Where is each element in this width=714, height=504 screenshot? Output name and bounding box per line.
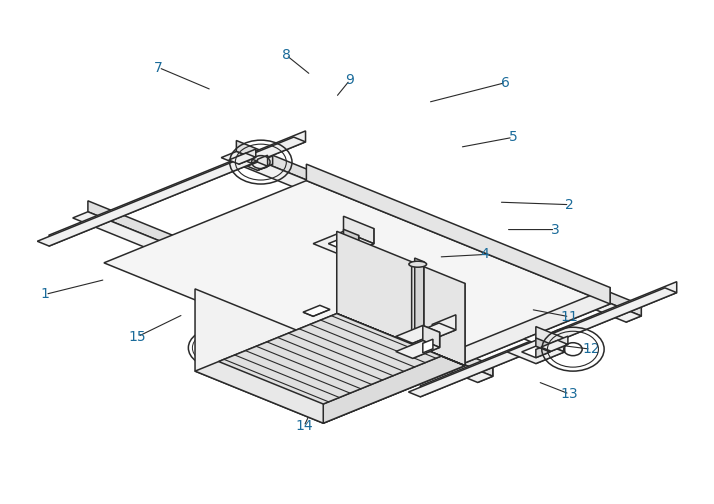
- Text: 4: 4: [480, 247, 489, 262]
- Polygon shape: [236, 141, 641, 316]
- Polygon shape: [306, 164, 610, 304]
- Polygon shape: [195, 289, 323, 423]
- Polygon shape: [303, 305, 330, 317]
- Polygon shape: [396, 326, 440, 343]
- Polygon shape: [423, 339, 433, 353]
- Polygon shape: [366, 351, 396, 363]
- Polygon shape: [49, 131, 306, 246]
- Polygon shape: [337, 231, 465, 365]
- Polygon shape: [337, 313, 465, 365]
- Polygon shape: [413, 332, 440, 358]
- Polygon shape: [328, 237, 358, 250]
- Polygon shape: [351, 345, 411, 370]
- Text: 10: 10: [246, 372, 263, 386]
- Polygon shape: [208, 336, 256, 355]
- Polygon shape: [243, 158, 257, 163]
- Polygon shape: [343, 229, 374, 256]
- Polygon shape: [323, 356, 465, 423]
- Polygon shape: [626, 305, 641, 322]
- Polygon shape: [228, 153, 256, 164]
- Polygon shape: [258, 155, 268, 170]
- Polygon shape: [73, 212, 493, 383]
- Text: 9: 9: [346, 73, 354, 87]
- Polygon shape: [249, 160, 273, 170]
- Text: 5: 5: [508, 131, 517, 144]
- Text: 1: 1: [41, 287, 50, 301]
- Polygon shape: [551, 336, 568, 351]
- Polygon shape: [432, 315, 456, 340]
- Polygon shape: [408, 288, 677, 397]
- Text: 14: 14: [295, 419, 313, 433]
- Polygon shape: [195, 313, 465, 423]
- Polygon shape: [541, 340, 568, 351]
- Polygon shape: [381, 343, 396, 357]
- Text: 3: 3: [551, 223, 560, 236]
- Text: 7: 7: [154, 60, 163, 75]
- Polygon shape: [313, 231, 374, 256]
- Polygon shape: [343, 229, 358, 243]
- Polygon shape: [228, 333, 256, 355]
- Ellipse shape: [409, 261, 426, 267]
- Polygon shape: [221, 337, 249, 348]
- Polygon shape: [396, 341, 440, 358]
- Polygon shape: [522, 346, 550, 358]
- Text: 6: 6: [501, 76, 511, 90]
- Polygon shape: [423, 326, 440, 347]
- Polygon shape: [524, 334, 549, 344]
- Text: 11: 11: [560, 310, 578, 324]
- Polygon shape: [37, 137, 306, 246]
- Polygon shape: [221, 152, 641, 322]
- Polygon shape: [247, 162, 268, 170]
- Polygon shape: [323, 283, 465, 423]
- Polygon shape: [536, 338, 550, 352]
- Polygon shape: [259, 156, 273, 170]
- Polygon shape: [343, 235, 358, 250]
- Polygon shape: [536, 344, 550, 358]
- Text: 12: 12: [582, 342, 600, 356]
- Polygon shape: [478, 365, 493, 383]
- Polygon shape: [381, 330, 411, 357]
- Polygon shape: [412, 262, 424, 337]
- Text: 2: 2: [565, 198, 574, 212]
- Polygon shape: [536, 327, 565, 352]
- Polygon shape: [536, 338, 565, 363]
- Polygon shape: [408, 287, 610, 386]
- Polygon shape: [381, 349, 396, 363]
- Polygon shape: [88, 201, 493, 376]
- Text: 15: 15: [129, 330, 146, 344]
- Text: 13: 13: [560, 387, 578, 401]
- Polygon shape: [415, 258, 424, 332]
- Polygon shape: [381, 342, 411, 370]
- Text: 8: 8: [282, 48, 291, 62]
- Ellipse shape: [409, 332, 426, 337]
- Polygon shape: [239, 149, 256, 164]
- Polygon shape: [218, 313, 441, 404]
- Polygon shape: [343, 216, 374, 243]
- Polygon shape: [416, 323, 456, 340]
- Polygon shape: [507, 340, 565, 363]
- Polygon shape: [421, 282, 677, 397]
- Polygon shape: [104, 180, 610, 386]
